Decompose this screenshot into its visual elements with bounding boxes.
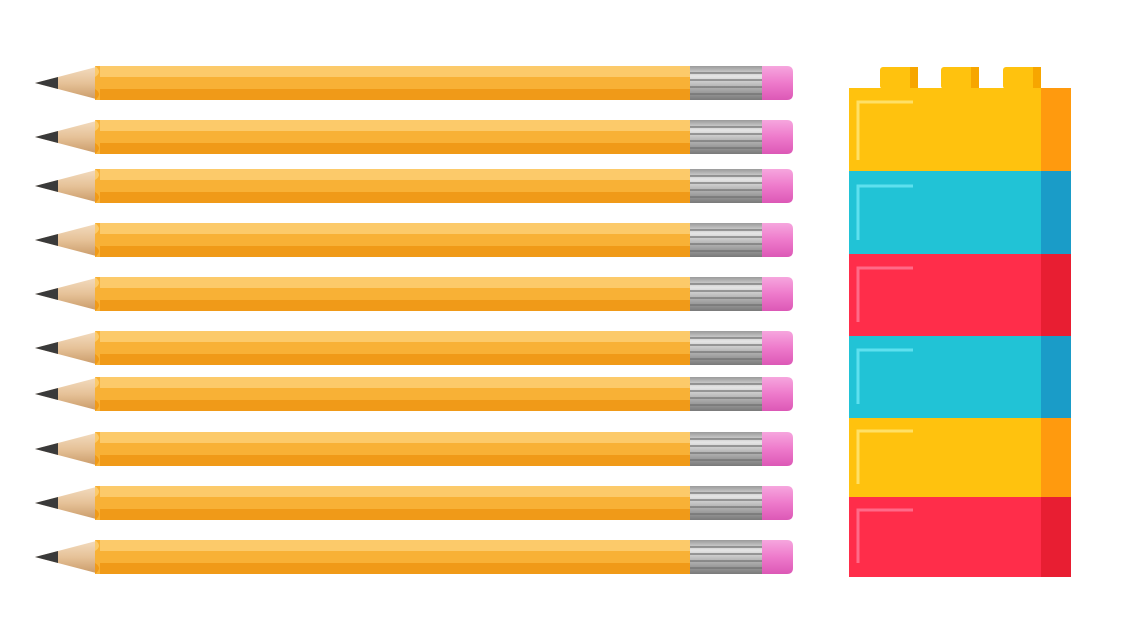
pencil	[34, 276, 794, 312]
lego-block	[849, 171, 1071, 254]
lego-stack	[849, 67, 1071, 577]
pencil	[34, 485, 794, 521]
pencil	[34, 222, 794, 258]
pencil	[34, 168, 794, 204]
pencil	[34, 330, 794, 366]
lego-studs	[880, 67, 1041, 89]
lego-block	[849, 418, 1071, 497]
lego-block	[849, 254, 1071, 336]
lego-block	[849, 336, 1071, 418]
pencil	[34, 376, 794, 412]
pencil	[34, 119, 794, 155]
pencil	[34, 431, 794, 467]
pencil	[34, 65, 794, 101]
pencil	[34, 539, 794, 575]
lego-block	[849, 88, 1071, 171]
lego-block	[849, 497, 1071, 577]
